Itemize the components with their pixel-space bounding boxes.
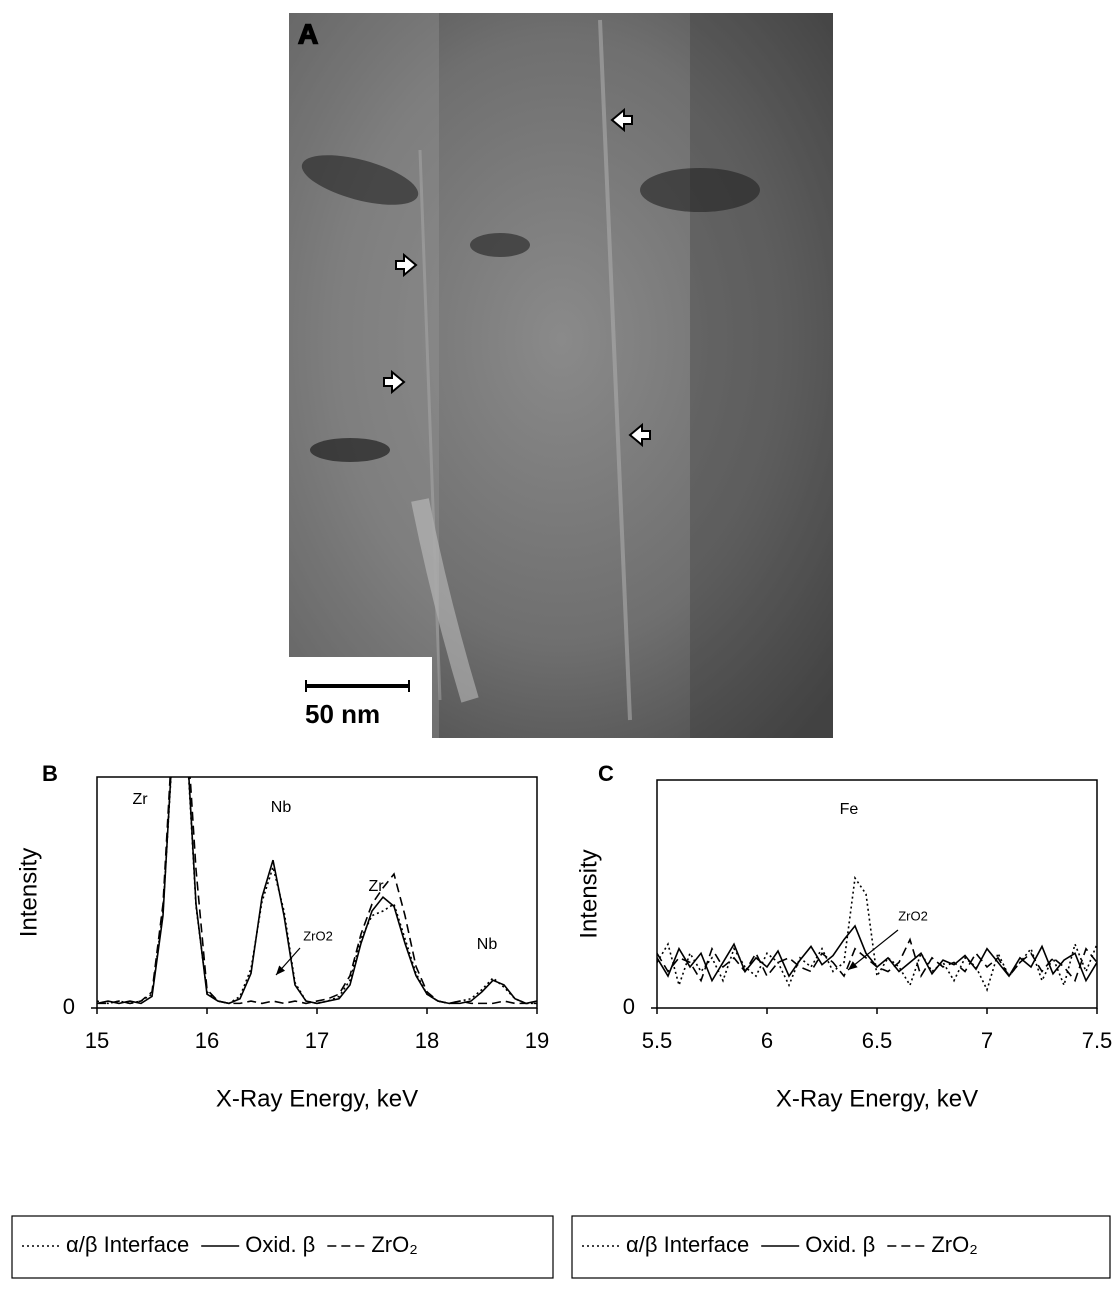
x-tick-label: 7.5 bbox=[1082, 1028, 1113, 1053]
x-tick-label: 5.5 bbox=[642, 1028, 673, 1053]
annotation: Zr bbox=[132, 791, 148, 808]
annotation: Nb bbox=[477, 936, 498, 953]
arrow-head bbox=[848, 961, 858, 970]
plot-area bbox=[97, 777, 537, 1005]
panel-label: C bbox=[598, 761, 614, 786]
x-tick-label: 15 bbox=[85, 1028, 109, 1053]
legend-label: Oxid. β bbox=[245, 1232, 315, 1257]
y-axis-label: Intensity bbox=[575, 849, 602, 938]
x-tick-label: 7 bbox=[981, 1028, 993, 1053]
annotation: Zr bbox=[368, 878, 384, 895]
arrow-head bbox=[276, 965, 286, 975]
x-axis-label: X-Ray Energy, keV bbox=[216, 1085, 418, 1112]
x-axis-label: X-Ray Energy, keV bbox=[776, 1085, 978, 1112]
spectrum-line bbox=[97, 777, 537, 1005]
annotation: Nb bbox=[271, 799, 292, 816]
y-tick-label: 0 bbox=[63, 994, 75, 1019]
spectrum-line bbox=[657, 937, 1097, 983]
legend-box bbox=[571, 1215, 1111, 1279]
x-tick-label: 16 bbox=[195, 1028, 219, 1053]
spectrum-line bbox=[97, 777, 537, 1005]
legend-label: Oxid. β bbox=[805, 1232, 875, 1257]
plot-area bbox=[657, 875, 1097, 992]
legend-label: ZrO₂ bbox=[931, 1232, 977, 1257]
x-tick-label: 18 bbox=[415, 1028, 439, 1053]
y-tick-label: 0 bbox=[623, 994, 635, 1019]
legend-label: ZrO₂ bbox=[371, 1232, 417, 1257]
panel-label: B bbox=[42, 761, 58, 786]
x-tick-label: 17 bbox=[305, 1028, 329, 1053]
scale-bar-label: 50 nm bbox=[305, 699, 380, 729]
x-tick-label: 6.5 bbox=[862, 1028, 893, 1053]
annotation: ZrO2 bbox=[898, 908, 928, 923]
y-axis-label: Intensity bbox=[15, 848, 42, 937]
x-tick-label: 6 bbox=[761, 1028, 773, 1053]
legend-label: α/β Interface bbox=[626, 1232, 749, 1257]
annotation: ZrO2 bbox=[303, 928, 333, 943]
spectrum-line bbox=[97, 777, 537, 1005]
legend-box bbox=[11, 1215, 554, 1279]
legend-label: α/β Interface bbox=[66, 1232, 189, 1257]
micrograph: 50 nm A bbox=[289, 13, 833, 738]
spectrum-line bbox=[657, 875, 1097, 992]
panel-label: A bbox=[298, 18, 318, 49]
annotation-arrow bbox=[847, 929, 899, 971]
x-tick-label: 19 bbox=[525, 1028, 549, 1053]
annotation: Fe bbox=[840, 801, 859, 818]
